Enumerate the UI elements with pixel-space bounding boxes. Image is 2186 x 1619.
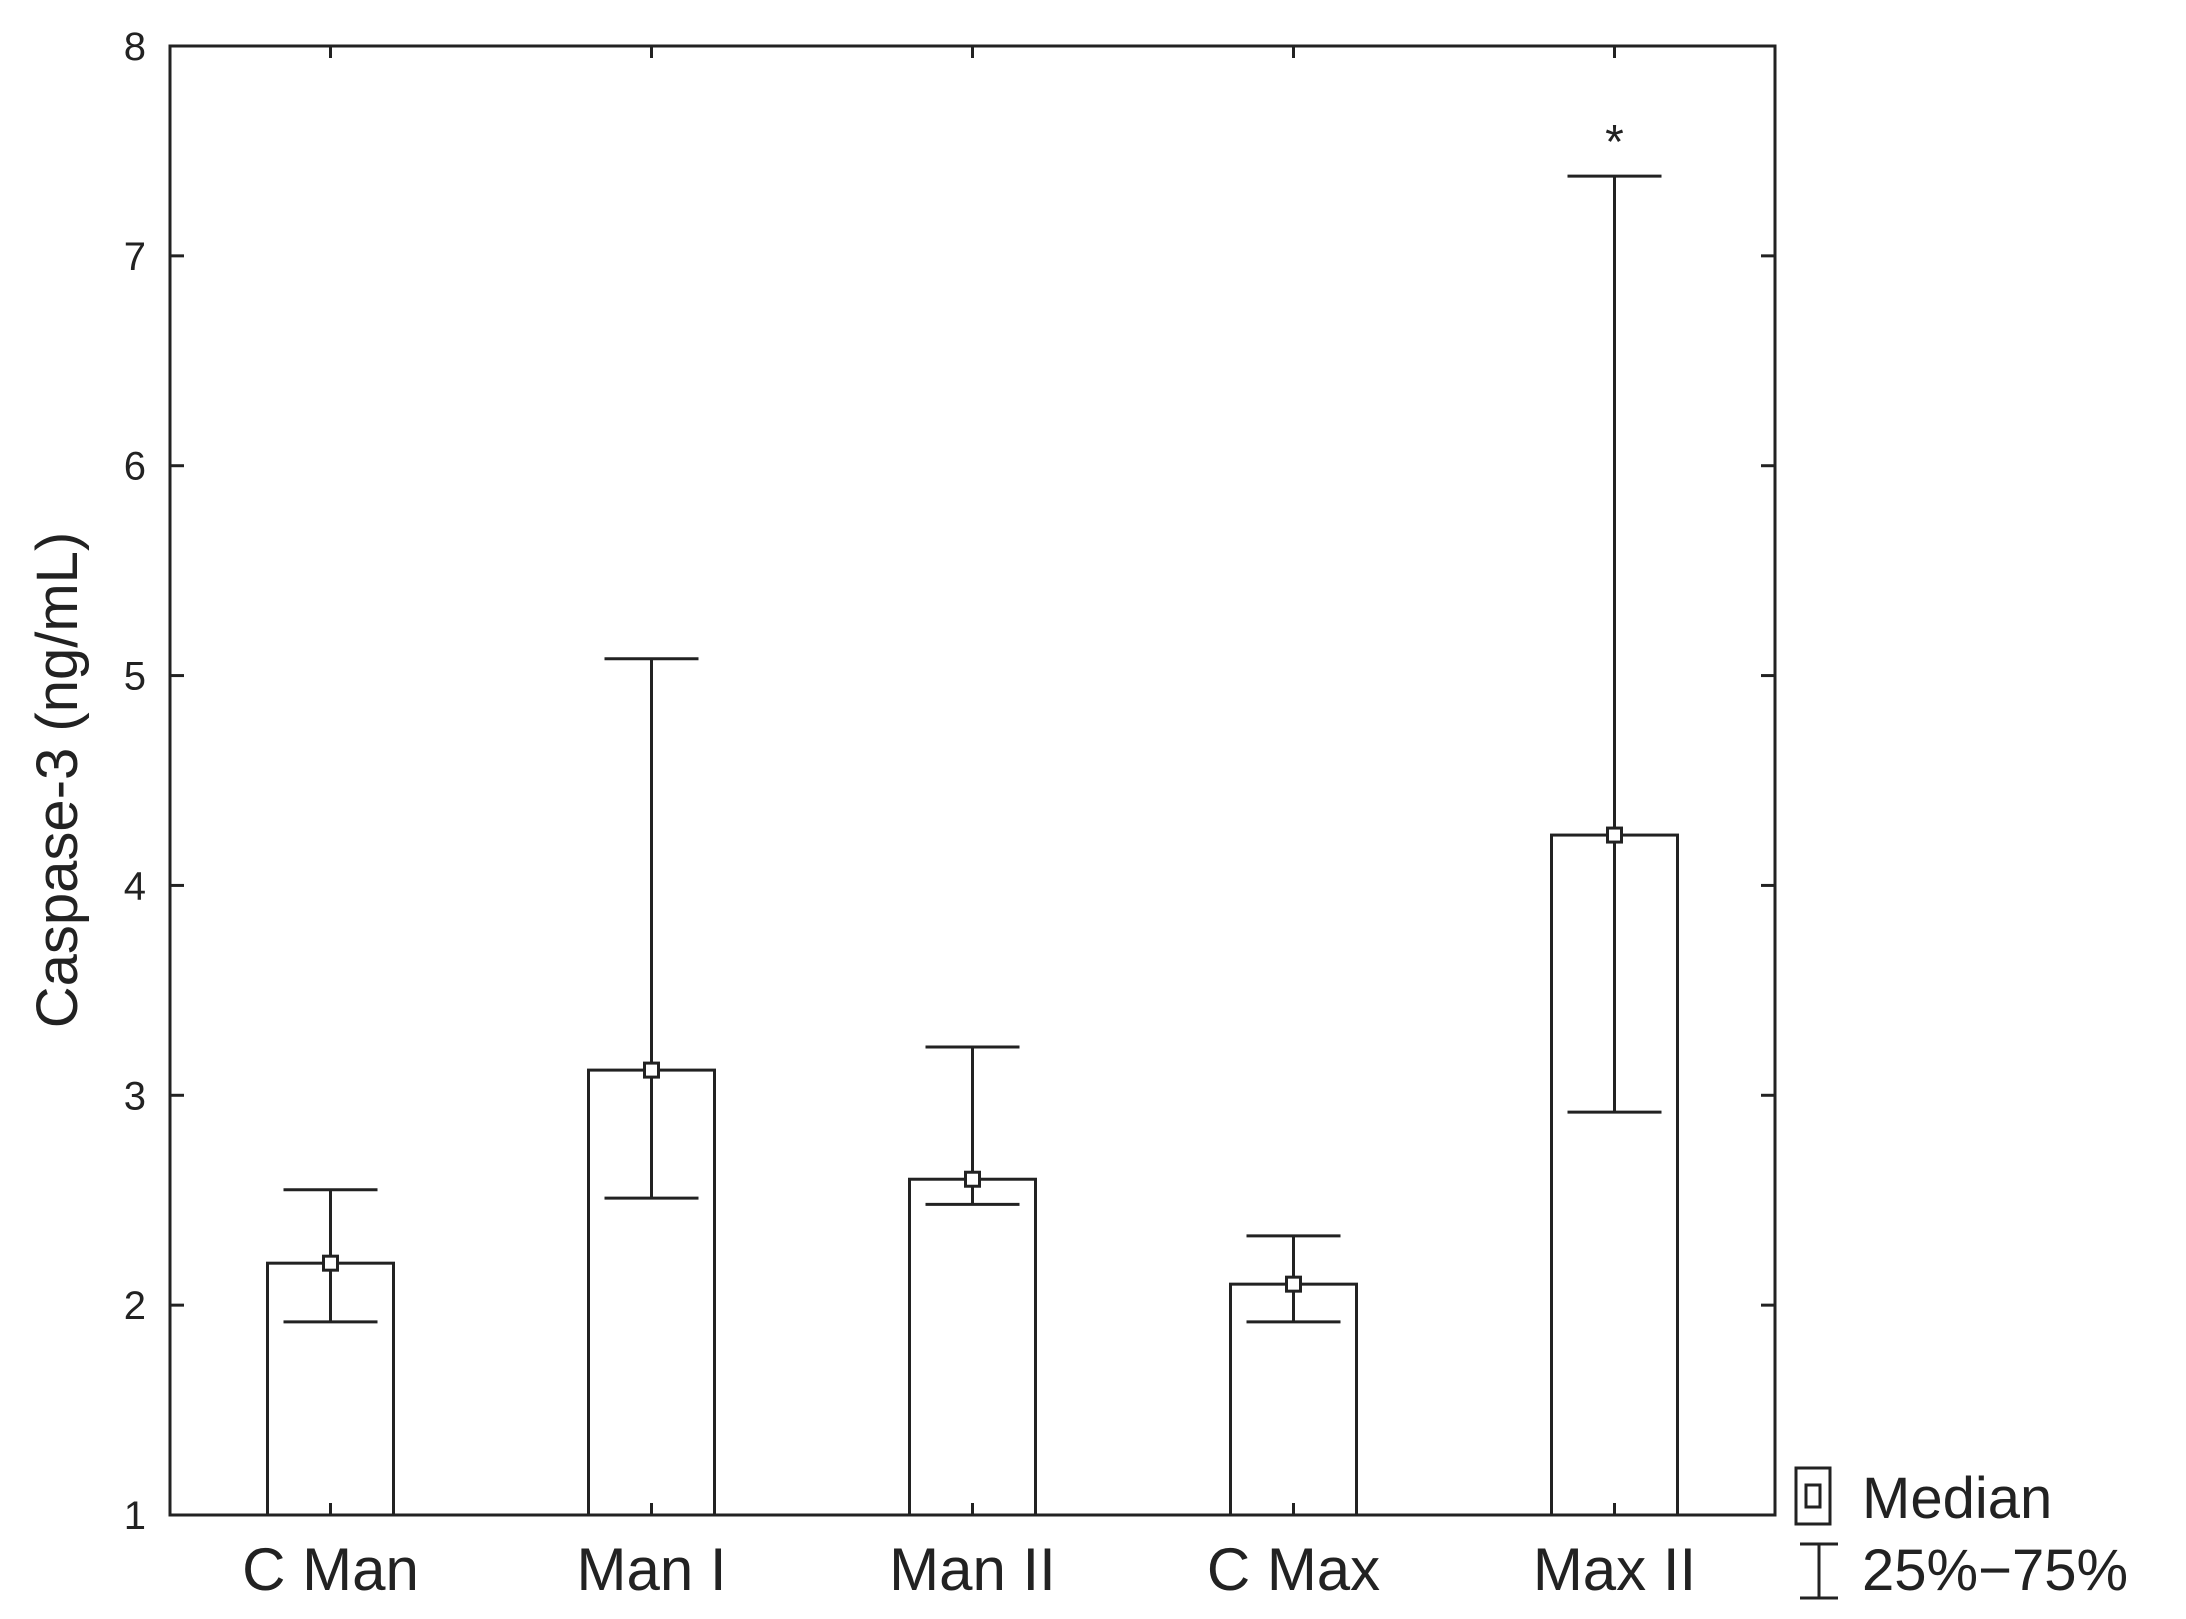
- median-marker: [322, 1254, 339, 1272]
- y-tick-label: 2: [124, 1284, 146, 1328]
- y-axis-ticks: 1 2 3 4 5 6 7 8: [124, 25, 1775, 1538]
- error-bars: [283, 174, 1662, 1324]
- median-marker: [1285, 1275, 1302, 1293]
- median-markers: [322, 826, 1623, 1293]
- plot-frame: [168, 44, 1777, 1517]
- y-tick-label: 8: [124, 25, 146, 69]
- legend-whisker-icon: [1800, 1542, 1838, 1600]
- y-tick-label: 7: [124, 235, 146, 279]
- bar: [908, 1177, 1037, 1517]
- x-axis-labels: C Man Man I Man II C Max Max II: [242, 46, 1696, 1603]
- y-tick-label: 1: [124, 1494, 146, 1538]
- x-category-label: Man I: [576, 1536, 726, 1603]
- median-marker: [1606, 826, 1623, 844]
- y-tick-label: 3: [124, 1074, 146, 1118]
- legend-median-icon: [1794, 1466, 1832, 1526]
- annotations: *: [1605, 116, 1624, 169]
- x-category-label: Man II: [889, 1536, 1056, 1603]
- median-marker: [964, 1170, 981, 1188]
- significance-annotation: *: [1605, 116, 1624, 169]
- y-axis-label: Caspase-3 (ng/mL): [25, 532, 90, 1028]
- legend-median-label: Median: [1862, 1466, 2052, 1531]
- x-category-label: Max II: [1533, 1536, 1696, 1603]
- y-tick-label: 4: [124, 864, 146, 908]
- y-tick-label: 5: [124, 655, 146, 699]
- legend-quartile-label: 25%−75%: [1862, 1538, 2128, 1603]
- legend: Median 25%−75%: [1794, 1466, 2128, 1603]
- y-tick-label: 6: [124, 445, 146, 489]
- median-marker: [643, 1061, 660, 1079]
- x-category-label: C Man: [242, 1536, 419, 1603]
- x-category-label: C Max: [1207, 1536, 1380, 1603]
